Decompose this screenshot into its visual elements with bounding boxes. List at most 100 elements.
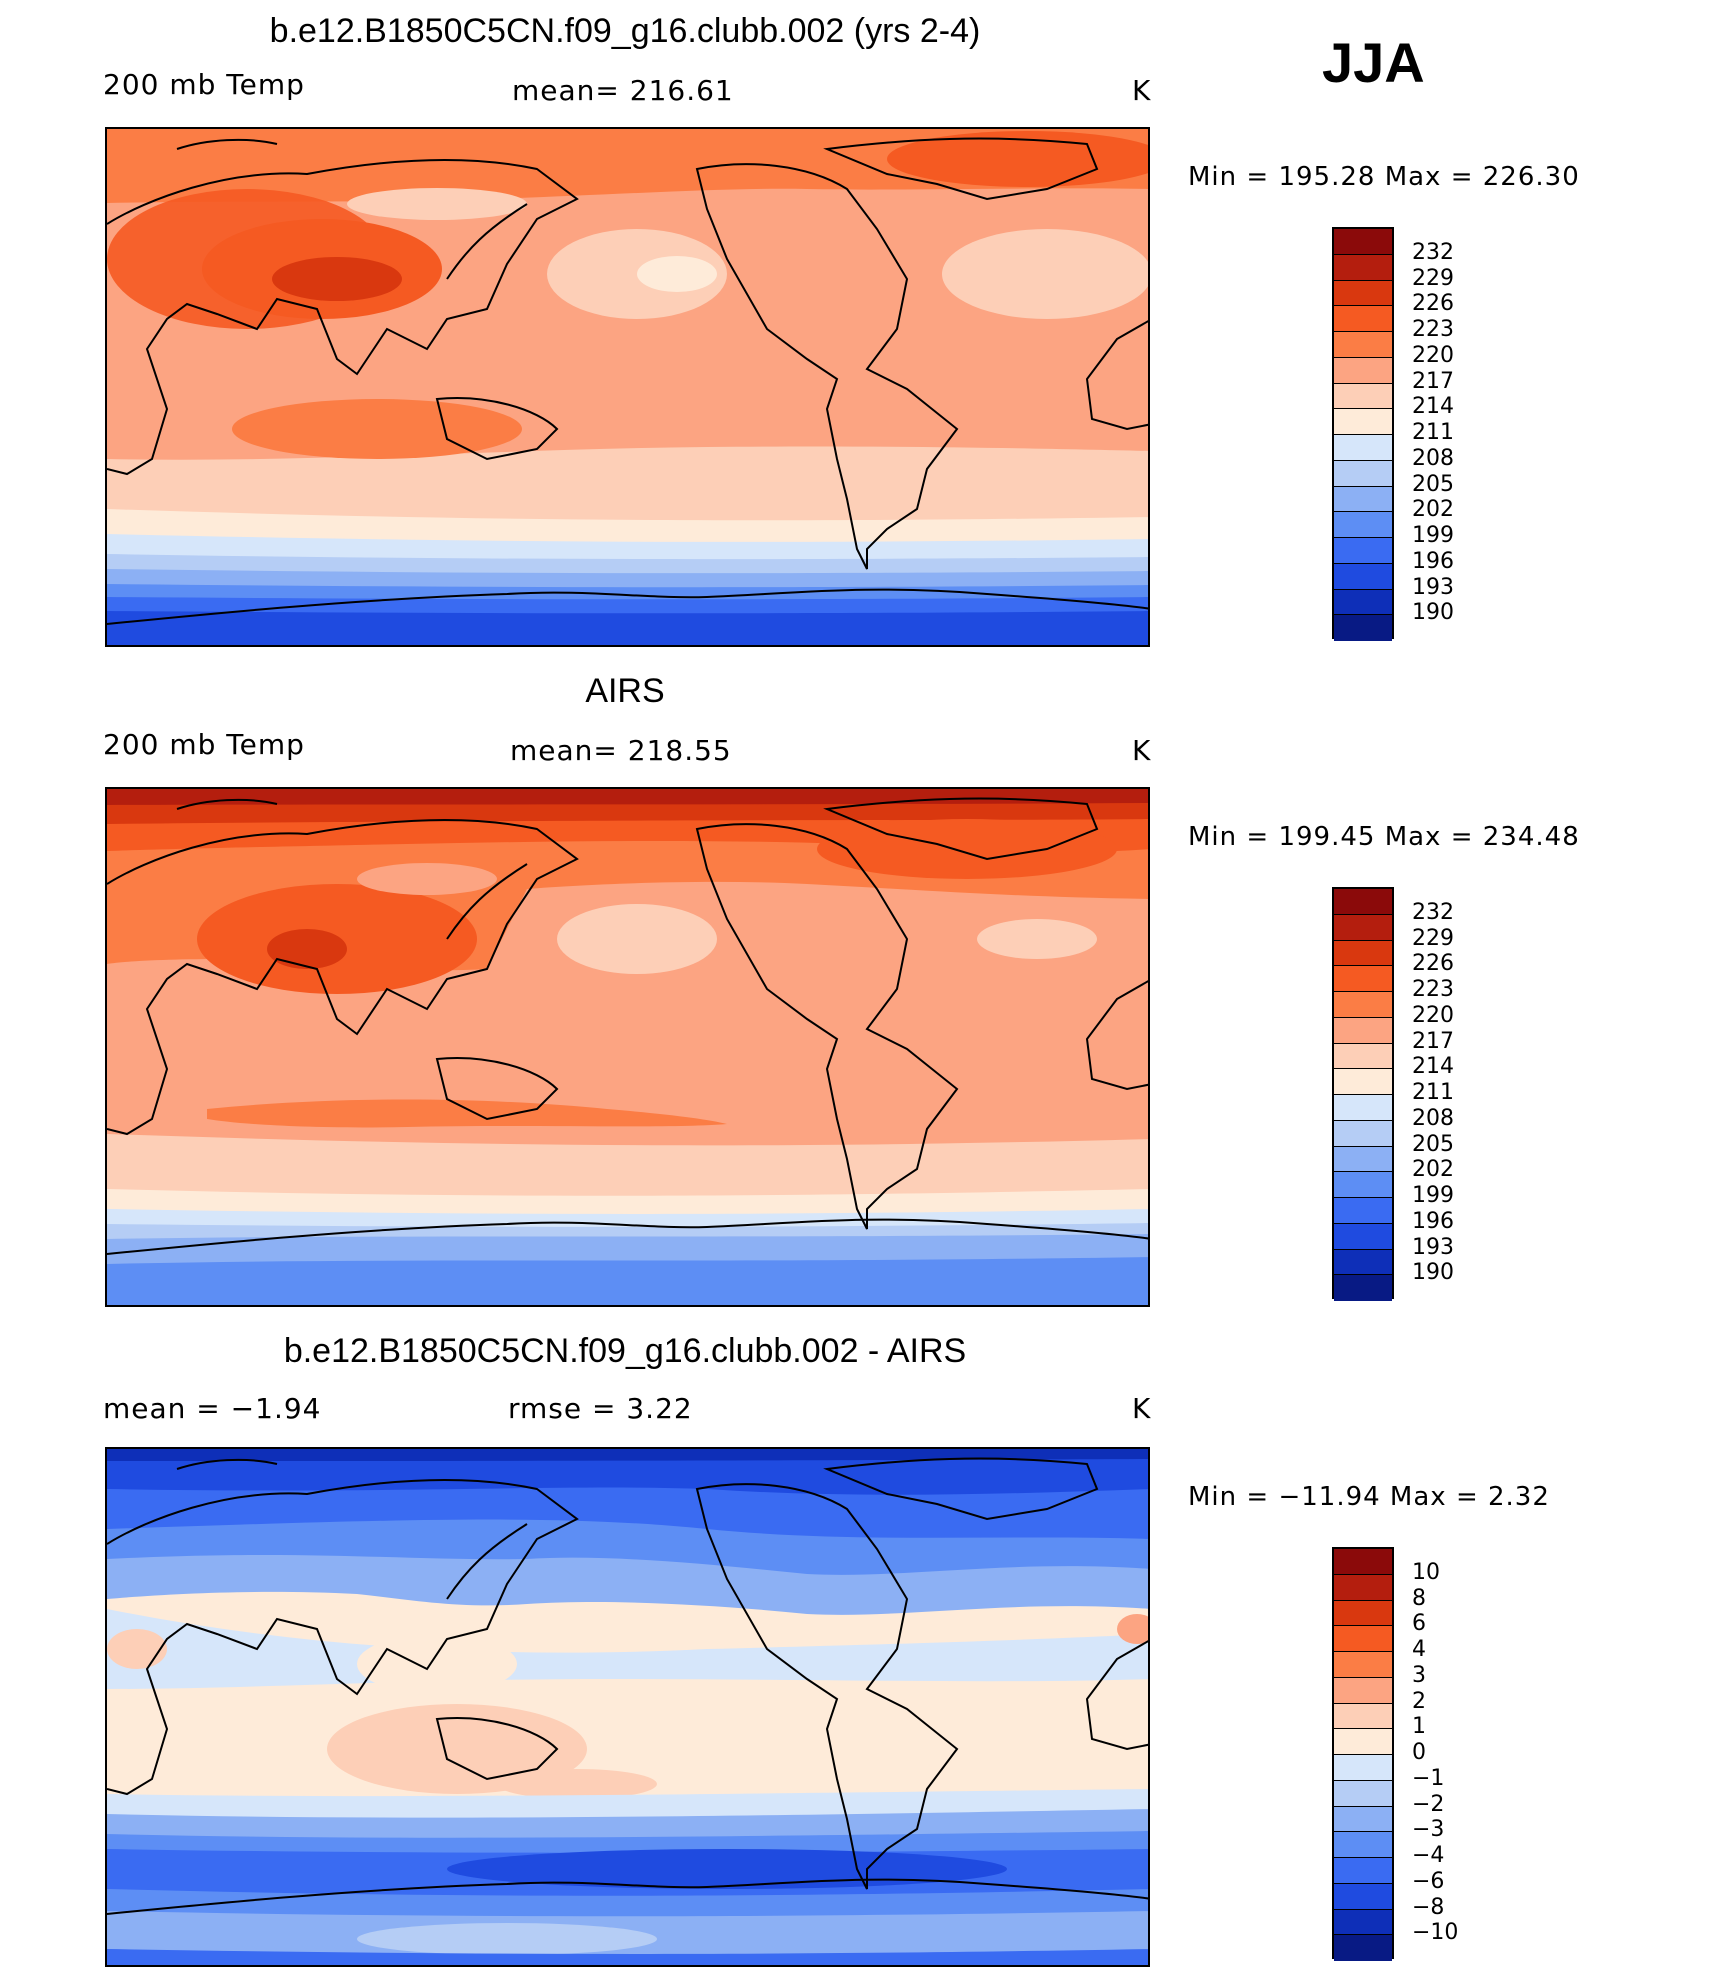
colorbar-tick-label: 196: [1412, 1208, 1454, 1234]
colorbar-swatch: [1334, 1909, 1392, 1936]
colorbar-tick-label: 190: [1412, 600, 1454, 626]
panel-3-rmse-label: rmse = 3.22: [508, 1392, 693, 1425]
panel-1-mean-label: mean= 216.61: [512, 74, 734, 107]
colorbar-swatch: [1334, 589, 1392, 616]
colorbar-swatch: [1334, 1275, 1392, 1301]
panel-2-variable-label: 200 mb Temp: [103, 728, 305, 761]
colorbar-tick-label: −3: [1412, 1817, 1445, 1843]
colorbar-swatch: [1334, 1626, 1392, 1652]
colorbar-swatch: [1334, 1095, 1392, 1121]
colorbar-tick-label: 223: [1412, 317, 1454, 342]
colorbar-tick-label: 4: [1412, 1637, 1426, 1662]
colorbar-tick-label: 217: [1412, 1028, 1454, 1054]
colorbar-tick-label: 190: [1412, 1260, 1454, 1286]
colorbar-tick-label: −8: [1412, 1894, 1445, 1920]
panel-2-title: AIRS: [585, 672, 665, 710]
colorbar-swatch: [1334, 966, 1392, 992]
colorbar-swatch: [1334, 486, 1392, 513]
colorbar-tick-label: 211: [1412, 1080, 1454, 1105]
colorbar-swatch: [1334, 306, 1392, 332]
colorbar-tick-label: 226: [1412, 291, 1454, 317]
panel-3-colorbar: [1332, 1547, 1394, 1961]
colorbar-tick-label: 229: [1412, 925, 1454, 951]
colorbar-tick-label: 196: [1412, 548, 1454, 574]
panel-3-units: K: [1132, 1392, 1152, 1425]
colorbar-swatch: [1334, 914, 1392, 941]
season-label: JJA: [1322, 31, 1425, 94]
panel-1-colorbar: [1332, 227, 1394, 641]
colorbar-tick-label: 232: [1412, 239, 1454, 265]
colorbar-swatch: [1334, 1832, 1392, 1858]
colorbar-tick-label: −6: [1412, 1868, 1445, 1894]
colorbar-swatch: [1334, 1652, 1392, 1678]
panel-1-minmax: Min = 195.28 Max = 226.30: [1188, 162, 1580, 192]
colorbar-swatch: [1334, 1249, 1392, 1276]
panel-2-units: K: [1132, 734, 1152, 767]
colorbar-tick-label: 10: [1412, 1559, 1440, 1585]
colorbar-tick-label: 208: [1412, 1105, 1454, 1131]
colorbar-swatch: [1334, 889, 1392, 915]
colorbar-swatch: [1334, 615, 1392, 641]
colorbar-swatch: [1334, 383, 1392, 410]
colorbar-tick-label: 208: [1412, 445, 1454, 471]
colorbar-swatch: [1334, 992, 1392, 1018]
panel-2-mean-label: mean= 218.55: [510, 734, 732, 767]
colorbar-swatch: [1334, 940, 1392, 967]
colorbar-swatch: [1334, 332, 1392, 358]
colorbar-tick-label: 1: [1412, 1714, 1426, 1740]
panel-1-units: K: [1132, 74, 1152, 107]
colorbar-swatch: [1334, 1017, 1392, 1044]
panel-2-colorbar: [1332, 887, 1394, 1301]
colorbar-tick-label: 193: [1412, 574, 1454, 600]
panel-2-minmax: Min = 199.45 Max = 234.48: [1188, 822, 1580, 852]
colorbar-swatch: [1334, 280, 1392, 307]
colorbar-tick-label: 0: [1412, 1740, 1426, 1765]
colorbar-swatch: [1334, 512, 1392, 538]
colorbar-swatch: [1334, 1600, 1392, 1627]
panel-1-variable-label: 200 mb Temp: [103, 68, 305, 101]
colorbar-swatch: [1334, 1883, 1392, 1910]
panel-2-map: [105, 787, 1150, 1307]
colorbar-swatch: [1334, 1677, 1392, 1704]
colorbar-swatch: [1334, 1703, 1392, 1730]
colorbar-tick-label: 217: [1412, 368, 1454, 394]
colorbar-swatch: [1334, 1146, 1392, 1173]
colorbar-swatch: [1334, 1549, 1392, 1575]
colorbar-swatch: [1334, 357, 1392, 384]
colorbar-tick-label: 193: [1412, 1234, 1454, 1260]
colorbar-swatch: [1334, 1858, 1392, 1884]
colorbar-tick-label: 211: [1412, 420, 1454, 445]
colorbar-tick-label: 220: [1412, 1002, 1454, 1028]
colorbar-tick-label: 2: [1412, 1688, 1426, 1714]
colorbar-swatch: [1334, 1935, 1392, 1961]
colorbar-tick-label: 220: [1412, 342, 1454, 368]
colorbar-swatch: [1334, 1806, 1392, 1833]
colorbar-swatch: [1334, 1755, 1392, 1781]
colorbar-tick-label: 205: [1412, 1131, 1454, 1157]
colorbar-tick-label: −4: [1412, 1843, 1445, 1868]
colorbar-tick-label: 214: [1412, 1054, 1454, 1080]
colorbar-swatch: [1334, 538, 1392, 564]
colorbar-swatch: [1334, 1043, 1392, 1070]
panel-1-map: [105, 127, 1150, 647]
colorbar-tick-label: 232: [1412, 899, 1454, 925]
colorbar-tick-label: 8: [1412, 1585, 1426, 1611]
colorbar-tick-label: −10: [1412, 1920, 1459, 1946]
colorbar-swatch: [1334, 1198, 1392, 1224]
colorbar-tick-label: 226: [1412, 951, 1454, 977]
colorbar-swatch: [1334, 460, 1392, 487]
colorbar-swatch: [1334, 435, 1392, 461]
colorbar-swatch: [1334, 1069, 1392, 1095]
colorbar-tick-label: −1: [1412, 1765, 1445, 1791]
colorbar-swatch: [1334, 1780, 1392, 1807]
colorbar-swatch: [1334, 409, 1392, 435]
colorbar-tick-label: 229: [1412, 265, 1454, 291]
colorbar-tick-label: 199: [1412, 1183, 1454, 1208]
panel-3-title: b.e12.B1850C5CN.f09_g16.clubb.002 - AIRS: [283, 1332, 967, 1370]
colorbar-tick-label: 202: [1412, 1157, 1454, 1183]
colorbar-tick-label: 214: [1412, 394, 1454, 420]
colorbar-tick-label: 223: [1412, 977, 1454, 1002]
colorbar-swatch: [1334, 254, 1392, 281]
colorbar-tick-label: 3: [1412, 1662, 1426, 1688]
colorbar-swatch: [1334, 1223, 1392, 1250]
